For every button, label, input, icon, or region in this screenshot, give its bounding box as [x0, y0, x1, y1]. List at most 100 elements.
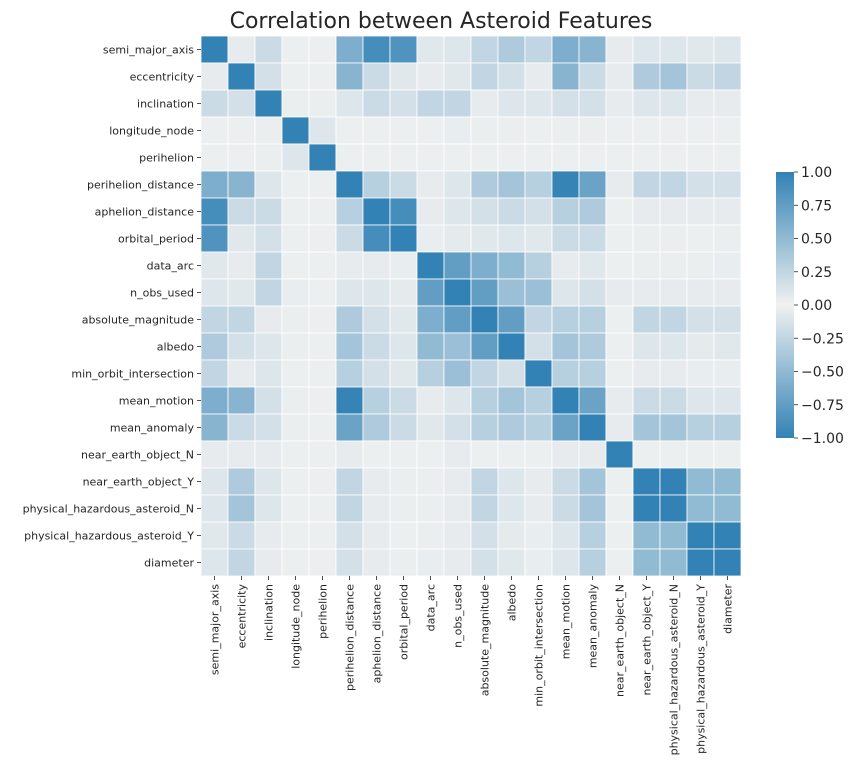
heatmap-cell: [389, 143, 418, 172]
heatmap-cell: [443, 440, 472, 469]
heatmap-cell: [605, 170, 634, 199]
heatmap-cell: [227, 278, 256, 307]
y-tick-label: near_earth_object_Y: [83, 476, 195, 489]
heatmap-cell: [524, 440, 553, 469]
heatmap-cell: [524, 521, 553, 550]
heatmap-cell: [308, 251, 337, 280]
heatmap-cell: [632, 467, 661, 496]
heatmap-cell: [389, 494, 418, 523]
heatmap-cell: [416, 170, 445, 199]
heatmap-cell: [605, 143, 634, 172]
heatmap-cell: [200, 224, 229, 253]
heatmap-cell: [416, 251, 445, 280]
heatmap-cell: [551, 359, 580, 388]
heatmap-cell: [281, 197, 310, 226]
heatmap-cell: [416, 359, 445, 388]
colorbar-tick-label: 0.25: [801, 265, 832, 281]
heatmap-cell: [362, 143, 391, 172]
heatmap-cell: [605, 386, 634, 415]
heatmap-cell: [200, 359, 229, 388]
colorbar-tick-label: −0.50: [801, 365, 844, 381]
heatmap-cell: [605, 467, 634, 496]
heatmap-cell: [713, 548, 742, 577]
colorbar: 1.00 0.75 0.50 0.25 0.00 −0.25 −0.50 −0.75 −1.00: [776, 165, 844, 447]
heatmap-cell: [713, 494, 742, 523]
heatmap-cell: [227, 386, 256, 415]
heatmap-cell: [551, 251, 580, 280]
heatmap-cell: [416, 521, 445, 550]
heatmap-cell: [227, 143, 256, 172]
heatmap-cell: [686, 521, 715, 550]
heatmap-cell: [713, 440, 742, 469]
x-tick-label: min_orbit_intersection: [533, 584, 546, 707]
x-tick-label: perihelion_distance: [344, 584, 357, 691]
heatmap-cell: [659, 494, 688, 523]
colorbar-tick-label: 0.50: [801, 232, 832, 248]
y-tick-label: albedo: [157, 341, 195, 354]
heatmap-cell: [578, 197, 607, 226]
heatmap-cell: [443, 251, 472, 280]
heatmap-cell: [308, 170, 337, 199]
heatmap-cell: [281, 305, 310, 334]
heatmap-cell: [281, 35, 310, 64]
heatmap-cell: [686, 440, 715, 469]
heatmap-cell: [605, 332, 634, 361]
heatmap-cell: [551, 521, 580, 550]
heatmap-cell: [389, 278, 418, 307]
heatmap-cell: [389, 413, 418, 442]
heatmap-cell: [497, 305, 526, 334]
heatmap-cell: [362, 413, 391, 442]
heatmap-cell: [281, 251, 310, 280]
heatmap-cell: [497, 35, 526, 64]
heatmap-cell: [200, 89, 229, 118]
heatmap-cell: [497, 359, 526, 388]
heatmap-cell: [389, 116, 418, 145]
heatmap-cell: [497, 170, 526, 199]
y-tick-label: near_earth_object_N: [81, 449, 194, 462]
heatmap-cell: [443, 413, 472, 442]
heatmap-cell: [416, 143, 445, 172]
x-tick-label: absolute_magnitude: [479, 584, 492, 697]
heatmap-cell: [443, 197, 472, 226]
heatmap-cell: [416, 197, 445, 226]
heatmap-cell: [686, 305, 715, 334]
heatmap-cell: [470, 197, 499, 226]
heatmap-cell: [659, 305, 688, 334]
heatmap-cell: [713, 116, 742, 145]
heatmap-cell: [632, 116, 661, 145]
heatmap-cell: [227, 170, 256, 199]
heatmap-cell: [470, 494, 499, 523]
heatmap-cell: [362, 440, 391, 469]
heatmap-cell: [200, 413, 229, 442]
heatmap-cell: [659, 440, 688, 469]
heatmap-cell: [686, 332, 715, 361]
heatmap-cell: [605, 521, 634, 550]
heatmap-cell: [497, 548, 526, 577]
heatmap-cell: [416, 278, 445, 307]
heatmap-cell: [524, 305, 553, 334]
heatmap-cell: [686, 359, 715, 388]
heatmap-cell: [578, 521, 607, 550]
x-tick-label: orbital_period: [398, 584, 411, 660]
heatmap-cell: [335, 251, 364, 280]
heatmap-cell: [416, 548, 445, 577]
heatmap-cell: [200, 548, 229, 577]
heatmap-cell: [416, 224, 445, 253]
heatmap-cell: [200, 251, 229, 280]
heatmap-cell: [335, 116, 364, 145]
colorbar-tick-label: −0.75: [801, 398, 844, 414]
heatmap-cell: [200, 494, 229, 523]
heatmap-cell: [362, 332, 391, 361]
y-tick-label: orbital_period: [118, 233, 194, 246]
heatmap-cell: [605, 359, 634, 388]
heatmap-cell: [443, 62, 472, 91]
heatmap-cell: [659, 332, 688, 361]
heatmap-cell: [335, 305, 364, 334]
heatmap-cell: [254, 143, 283, 172]
heatmap-cell: [632, 413, 661, 442]
heatmap-cell: [362, 359, 391, 388]
heatmap-cell: [362, 89, 391, 118]
heatmap-cell: [254, 197, 283, 226]
heatmap-cell: [308, 35, 337, 64]
heatmap-cell: [362, 386, 391, 415]
